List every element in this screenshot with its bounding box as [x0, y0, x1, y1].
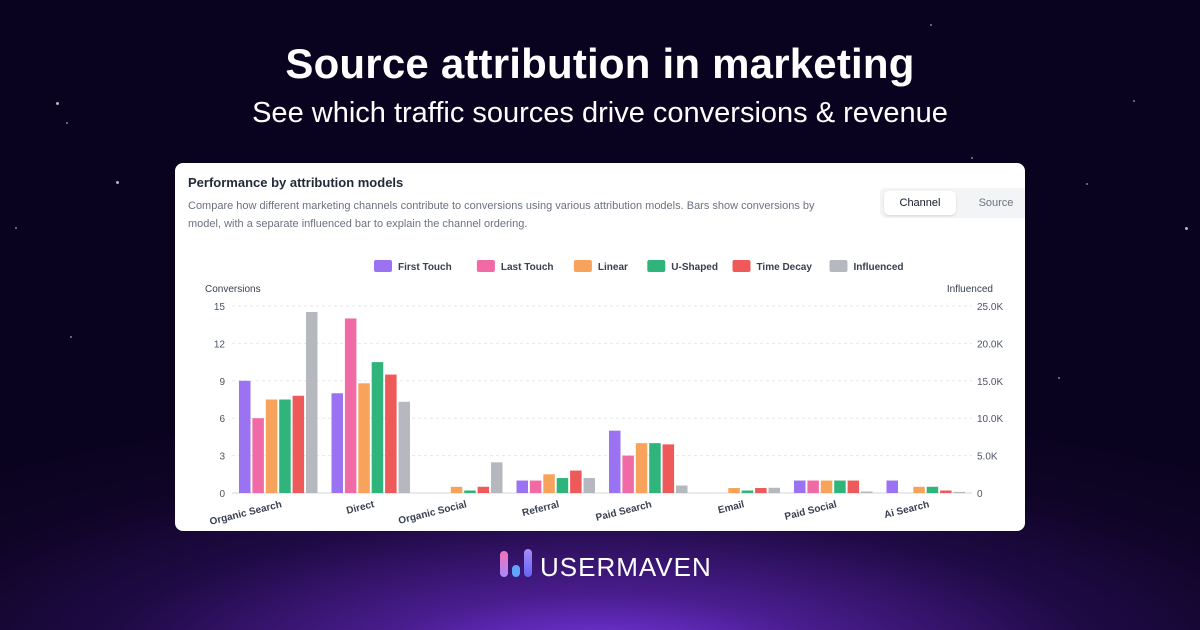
bar-linear	[820, 480, 833, 493]
bar-linear	[450, 486, 463, 493]
x-tick-label: Paid Social	[784, 499, 839, 523]
legend-swatch	[476, 260, 495, 272]
brand-name: USERMAVEN	[540, 552, 712, 582]
star-decoration	[1133, 100, 1135, 102]
legend-swatch	[829, 260, 848, 272]
y-right-tick-label: 15.0K	[977, 377, 1003, 388]
bar-linear	[265, 399, 278, 493]
star-decoration	[56, 102, 59, 105]
star-decoration	[15, 227, 17, 229]
legend-label: Influenced	[854, 262, 904, 273]
bar-influenced	[861, 491, 873, 493]
bar-time-decay	[940, 490, 952, 493]
x-tick-label: Referral	[521, 499, 561, 519]
legend-label: U-Shaped	[671, 262, 718, 273]
bar-linear	[635, 443, 648, 493]
bar-last-touch	[344, 318, 357, 493]
x-tick-label: Email	[717, 499, 746, 516]
hero-subtitle: See which traffic sources drive conversi…	[252, 97, 948, 129]
legend-swatch	[732, 260, 751, 272]
bar-time-decay	[385, 374, 397, 493]
chart-card: Performance by attribution models Compar…	[175, 163, 1025, 531]
y-right-tick-label: 20.0K	[977, 339, 1003, 350]
bar-influenced	[953, 491, 965, 493]
y-left-tick-label: 9	[219, 377, 225, 388]
bar-influenced	[398, 401, 410, 493]
legend-label: Last Touch	[501, 262, 554, 273]
toggle-source-button[interactable]: Source	[978, 197, 1014, 209]
x-tick-label: Direct	[345, 499, 376, 517]
bar-u-shaped	[834, 480, 846, 493]
bar-influenced	[491, 462, 503, 493]
y-left-tick-label: 0	[219, 489, 225, 500]
y-right-tick-label: 25.0K	[977, 302, 1003, 313]
card-description: Compare how different marketing channels…	[188, 200, 815, 230]
bar-u-shaped	[556, 478, 569, 493]
y-left-axis-label: Conversions	[205, 284, 261, 295]
legend-swatch	[647, 260, 666, 272]
bar-u-shaped	[741, 490, 754, 493]
bar-time-decay	[570, 470, 582, 493]
bar-first-touch	[516, 480, 528, 493]
bar-last-touch	[529, 480, 542, 493]
star-decoration	[971, 157, 973, 159]
legend-swatch	[573, 260, 592, 272]
y-left-tick-label: 3	[219, 452, 225, 463]
star-decoration	[116, 181, 119, 184]
card-title: Performance by attribution models	[188, 175, 404, 190]
x-tick-label: Organic Search	[209, 499, 283, 528]
toggle-channel-button[interactable]: Channel	[884, 191, 956, 215]
star-decoration	[1185, 227, 1188, 230]
star-decoration	[70, 336, 72, 338]
bar-time-decay	[847, 480, 860, 493]
bar-influenced	[306, 311, 318, 493]
bar-time-decay	[662, 444, 675, 493]
legend-swatch	[374, 260, 392, 272]
bar-time-decay	[292, 395, 305, 493]
bar-influenced	[583, 478, 595, 493]
bar-first-touch	[794, 480, 806, 493]
y-right-tick-label: 5.0K	[977, 452, 998, 463]
bar-influenced	[768, 487, 780, 493]
usermaven-logo-icon	[500, 549, 532, 577]
bar-time-decay	[755, 488, 767, 493]
legend-label: Time Decay	[757, 262, 813, 273]
star-decoration	[1086, 183, 1088, 185]
y-left-tick-label: 15	[214, 302, 226, 313]
bar-linear	[913, 486, 925, 493]
y-left-tick-label: 12	[214, 339, 226, 350]
bar-u-shaped	[649, 443, 661, 493]
bar-first-touch	[609, 430, 621, 493]
bar-first-touch	[239, 380, 251, 493]
y-right-tick-label: 10.0K	[977, 414, 1003, 425]
bar-linear	[728, 488, 740, 493]
bar-u-shaped	[926, 486, 939, 493]
y-right-axis-label: Influenced	[947, 284, 993, 295]
star-decoration	[1058, 377, 1060, 379]
bar-first-touch	[331, 393, 343, 493]
attribution-chart: 0 3 6 9 12 15 0 5.0K 10.0K 15.0K 20.0K 25.0K Convers…	[205, 260, 1003, 528]
x-tick-label: Ai Search	[883, 499, 930, 521]
x-tick-label: Organic Social	[397, 499, 468, 527]
bar-last-touch	[807, 480, 819, 493]
bar-first-touch	[886, 480, 898, 493]
bar-influenced	[676, 485, 688, 493]
legend-label: First Touch	[398, 262, 452, 273]
x-tick-label: Paid Search	[595, 499, 653, 524]
star-decoration	[66, 122, 68, 124]
bar-last-touch	[622, 455, 634, 493]
bar-time-decay	[477, 486, 490, 493]
bar-u-shaped	[279, 399, 291, 493]
bar-u-shaped	[371, 362, 384, 493]
bar-last-touch	[252, 418, 264, 493]
y-right-tick-label: 0	[977, 489, 983, 500]
bar-u-shaped	[464, 490, 476, 493]
y-left-tick-label: 6	[219, 414, 225, 425]
bar-linear	[358, 383, 370, 493]
bar-linear	[543, 474, 555, 493]
hero-title: Source attribution in marketing	[285, 40, 915, 87]
star-decoration	[930, 24, 932, 26]
legend-label: Linear	[598, 262, 628, 273]
view-toggle: Channel Source	[880, 188, 1025, 218]
